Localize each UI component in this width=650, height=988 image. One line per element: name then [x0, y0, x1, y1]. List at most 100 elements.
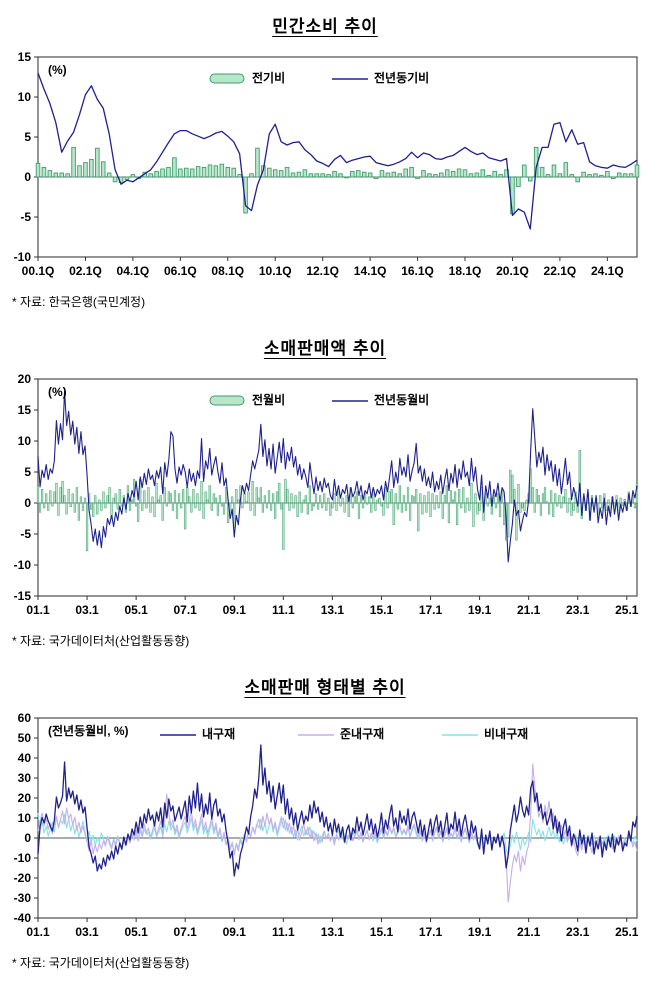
x-tick-label: 10.1Q — [259, 264, 292, 278]
x-tick-label: 05.1 — [124, 925, 148, 939]
x-tick-label: 07.1 — [174, 603, 198, 617]
x-tick-label: 13.1 — [321, 925, 345, 939]
source-note-retail-sales-by-type: * 자료: 국가데이터처(산업활동동향) — [12, 956, 190, 970]
y-tick-label: 10 — [18, 811, 32, 825]
source-note-private-consumption: * 자료: 한국은행(국민계정) — [12, 295, 146, 309]
y-tick-label: -5 — [20, 210, 31, 224]
y-tick-label: -40 — [14, 911, 32, 925]
y-axis: 15 10 5 0 -5 -10 — [14, 50, 38, 264]
chart-retail-sales-by-type: 소매판매 형태별 추이 60 50 40 30 20 10 0 -10 -20 -30 -40 01.… — [0, 655, 650, 977]
x-tick-label: 25.1 — [615, 603, 639, 617]
x-tick-label: 01.1 — [26, 603, 50, 617]
x-tick-label: 23.1 — [566, 603, 590, 617]
x-tick-label: 06.1Q — [164, 264, 197, 278]
legend-label: 전년동기비 — [374, 70, 429, 85]
y-tick-label: 50 — [18, 731, 32, 745]
x-tick-label: 21.1 — [517, 603, 541, 617]
axis-unit-label: (전년동월비, %) — [48, 723, 129, 738]
x-tick-label: 19.1 — [468, 925, 492, 939]
x-tick-label: 11.1 — [272, 603, 295, 617]
legend-label: 전기비 — [252, 70, 285, 85]
legend: 전월비 전년동월비 — [209, 392, 429, 407]
y-tick-label: -30 — [14, 891, 32, 905]
y-axis: 60 50 40 30 20 10 0 -10 -20 -30 -40 — [14, 711, 38, 925]
x-tick-label: 01.1 — [26, 925, 50, 939]
x-tick-label: 23.1 — [566, 925, 590, 939]
bar-series — [35, 146, 640, 215]
x-tick-label: 24.1Q — [591, 264, 624, 278]
x-axis: 01.1 03.1 05.1 07.1 09.1 11.1 13.1 15.1 17.1 19.1… — [26, 596, 639, 617]
x-axis: 01.1 03.1 05.1 07.1 09.1 11.1 13.1 15.1 17.1 19.1… — [26, 918, 639, 939]
x-tick-label: 09.1 — [223, 603, 247, 617]
x-tick-label: 09.1 — [223, 925, 247, 939]
x-tick-label: 08.1Q — [211, 264, 244, 278]
legend: 내구재 준내구재 비내구재 — [160, 726, 528, 741]
y-tick-label: 0 — [24, 170, 31, 184]
x-tick-label: 05.1 — [124, 603, 148, 617]
axis-unit-label: (%) — [48, 385, 67, 399]
y-tick-label: -20 — [14, 871, 32, 885]
legend-label: 내구재 — [202, 726, 235, 741]
x-tick-label: 22.1Q — [544, 264, 577, 278]
y-tick-label: 60 — [18, 711, 32, 725]
x-tick-label: 15.1 — [370, 603, 394, 617]
chart-title-private-consumption: 민간소비 추이 — [272, 17, 378, 36]
y-tick-label: 0 — [24, 496, 31, 510]
y-tick-label: 5 — [24, 130, 31, 144]
x-tick-label: 17.1 — [419, 925, 443, 939]
y-tick-label: 15 — [18, 50, 32, 64]
legend: 전기비 전년동기비 — [209, 70, 429, 85]
legend-label: 전월비 — [252, 392, 285, 407]
line-series — [37, 390, 638, 563]
x-tick-label: 12.1Q — [306, 264, 339, 278]
y-tick-label: -10 — [14, 558, 32, 572]
y-tick-label: 10 — [18, 434, 32, 448]
chart-title-retail-sales-by-type: 소매판매 형태별 추이 — [244, 678, 406, 697]
x-axis: 00.1Q 02.1Q 04.1Q 06.1Q 08.1Q 10.1Q 12.1Q 14.1Q… — [22, 257, 624, 278]
legend-bar-swatch — [209, 395, 245, 406]
x-tick-label: 16.1Q — [401, 264, 434, 278]
legend-label: 전년동월비 — [374, 392, 429, 407]
x-tick-label: 07.1 — [174, 925, 198, 939]
y-tick-label: 20 — [18, 791, 32, 805]
y-tick-label: 15 — [18, 403, 32, 417]
x-tick-label: 18.1Q — [449, 264, 482, 278]
legend-label: 비내구재 — [484, 726, 528, 741]
line-series — [37, 744, 638, 877]
x-tick-label: 14.1Q — [354, 264, 387, 278]
x-tick-label: 03.1 — [75, 603, 99, 617]
x-tick-label: 11.1 — [272, 925, 295, 939]
y-tick-label: -10 — [14, 250, 32, 264]
chart-title-retail-sales: 소매판매액 추이 — [263, 339, 387, 358]
line-series — [37, 72, 638, 230]
x-tick-label: 25.1 — [615, 925, 639, 939]
axis-unit-label: (%) — [48, 63, 67, 77]
x-tick-label: 15.1 — [370, 925, 394, 939]
y-tick-label: -10 — [14, 851, 32, 865]
y-tick-label: -5 — [20, 527, 31, 541]
x-tick-label: 03.1 — [75, 925, 99, 939]
legend-label: 준내구재 — [340, 726, 384, 741]
bar-series — [36, 450, 639, 551]
x-tick-label: 02.1Q — [69, 264, 102, 278]
plot-border — [37, 717, 638, 919]
y-axis: 20 15 10 5 0 -5 -10 -15 — [14, 372, 38, 603]
y-tick-label: 10 — [18, 90, 32, 104]
plot-border — [37, 56, 638, 258]
source-note-retail-sales: * 자료: 국가데이터처(산업활동동향) — [12, 634, 190, 648]
y-tick-label: 20 — [18, 372, 32, 386]
y-tick-label: 40 — [18, 751, 32, 765]
x-tick-label: 04.1Q — [117, 264, 150, 278]
line-series — [37, 763, 638, 903]
chart-private-consumption: 민간소비 추이 15 10 5 0 -5 -10 00.1Q 02.1Q 04.1Q 06.1Q 0… — [0, 0, 650, 316]
y-tick-label: 30 — [18, 771, 32, 785]
x-tick-label: 13.1 — [321, 603, 345, 617]
y-tick-label: 0 — [24, 831, 31, 845]
y-tick-label: -15 — [14, 589, 32, 603]
y-tick-label: 5 — [24, 465, 31, 479]
legend-bar-swatch — [209, 73, 245, 84]
